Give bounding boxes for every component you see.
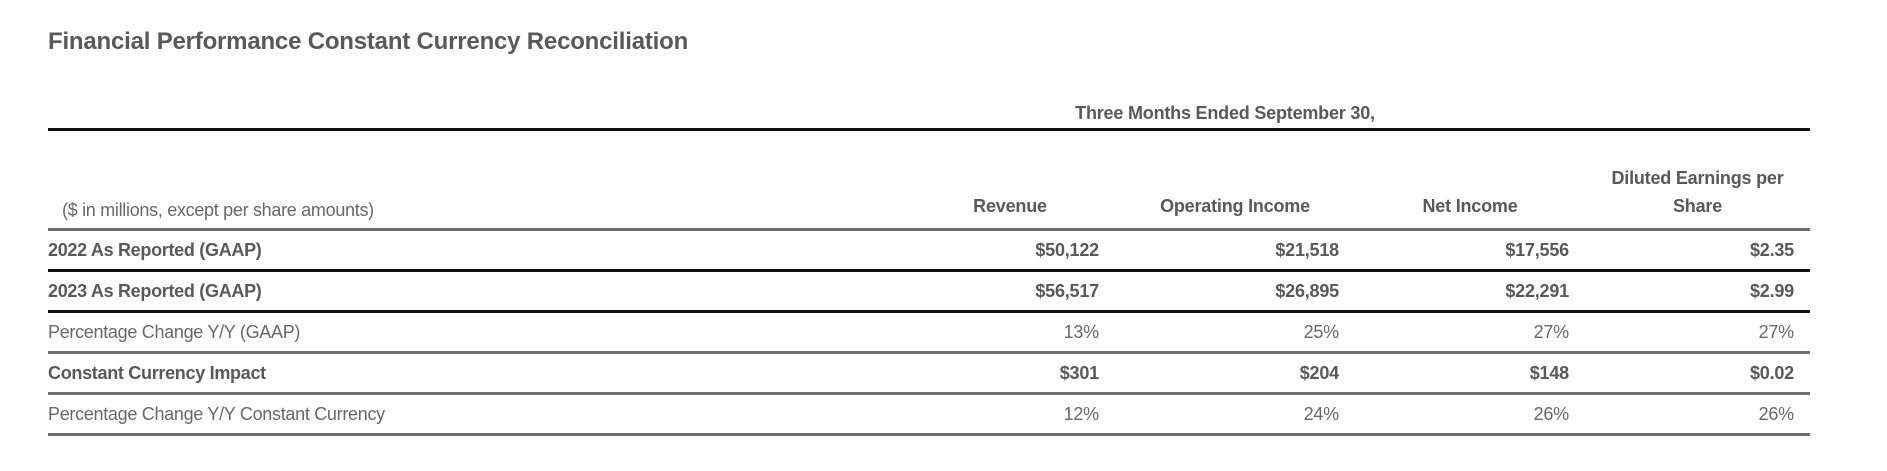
column-header-operating-income: Operating Income [1160,196,1310,217]
row-divider [48,269,1810,272]
cell-operating-income: 25% [1303,321,1340,342]
page-title: Financial Performance Constant Currency … [48,28,689,55]
row-label: Percentage Change Y/Y (GAAP) [48,321,301,342]
table-row-pct-change-constant-currency: Percentage Change Y/Y Constant Currency … [48,395,1810,433]
cell-net-income: $17,556 [1505,239,1569,260]
measure-label: ($ in millions, except per share amounts… [62,200,374,220]
table-row-pct-change-gaap: Percentage Change Y/Y (GAAP) 13% 25% 27%… [48,313,1810,351]
cell-net-income: $148 [1529,362,1569,383]
column-header-net-income: Net Income [1422,196,1518,217]
period-header: Three Months Ended September 30, [1075,103,1375,123]
cell-operating-income: $21,518 [1275,239,1339,260]
cell-diluted-eps: 26% [1758,403,1795,424]
cell-operating-income: $204 [1299,362,1339,383]
row-label: 2023 As Reported (GAAP) [48,280,262,301]
cell-operating-income: 24% [1303,403,1340,424]
column-header-revenue: Revenue [973,196,1047,217]
table-bottom-rule [48,433,1810,436]
cell-diluted-eps: $2.35 [1749,239,1794,260]
rule-under-column-headers [48,228,1810,231]
table-row-2022-as-reported: 2022 As Reported (GAAP) $50,122 $21,518 … [48,231,1810,269]
cell-revenue: $301 [1059,362,1099,383]
table-row-2023-as-reported: 2023 As Reported (GAAP) $56,517 $26,895 … [48,272,1810,310]
row-divider [48,310,1810,313]
cell-diluted-eps: $2.99 [1749,280,1794,301]
cell-net-income: $22,291 [1505,280,1569,301]
row-label: Percentage Change Y/Y Constant Currency [48,403,385,424]
row-label: Constant Currency Impact [48,362,266,383]
cell-revenue: $56,517 [1035,280,1099,301]
table-row-constant-currency-impact: Constant Currency Impact $301 $204 $148 … [48,354,1810,392]
column-header-row: ($ in millions, except per share amounts… [48,131,1810,228]
cell-revenue: 13% [1063,321,1100,342]
financial-reconciliation-sheet: Financial Performance Constant Currency … [48,0,1810,436]
column-header-diluted-eps: Diluted Earnings per Share [1611,168,1784,217]
cell-operating-income: $26,895 [1275,280,1339,301]
row-label: 2022 As Reported (GAAP) [48,239,262,260]
cell-diluted-eps: 27% [1758,321,1795,342]
period-header-row: Three Months Ended September 30, [48,96,1810,128]
cell-revenue: 12% [1063,403,1100,424]
row-divider [48,351,1810,354]
row-divider [48,392,1810,395]
cell-diluted-eps: $0.02 [1749,362,1794,383]
cell-net-income: 27% [1533,321,1570,342]
cell-net-income: 26% [1533,403,1570,424]
cell-revenue: $50,122 [1035,239,1099,260]
rule-under-period-header [48,128,1810,131]
